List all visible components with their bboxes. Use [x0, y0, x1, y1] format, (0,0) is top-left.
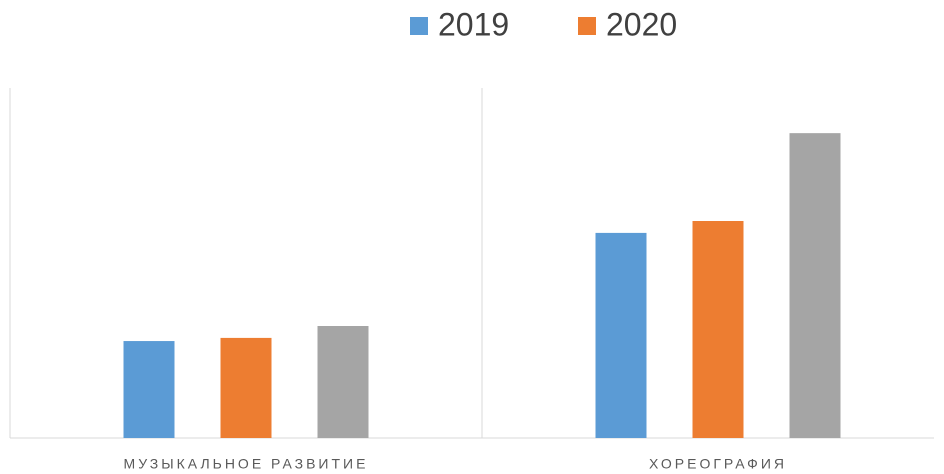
bar	[692, 221, 744, 438]
x-tick-label: МУЗЫКАЛЬНОЕ РАЗВИТИЕ	[124, 456, 369, 472]
bar	[220, 337, 272, 438]
legend-swatch	[410, 17, 428, 35]
legend-swatch	[578, 17, 596, 35]
bar	[789, 133, 841, 438]
bar	[123, 341, 175, 438]
legend-label: 2020	[606, 6, 677, 42]
legend-label: 2019	[438, 6, 509, 42]
x-tick-label: ХОРЕОГРАФИЯ	[649, 456, 787, 472]
bar	[317, 326, 369, 438]
bar	[595, 232, 647, 438]
